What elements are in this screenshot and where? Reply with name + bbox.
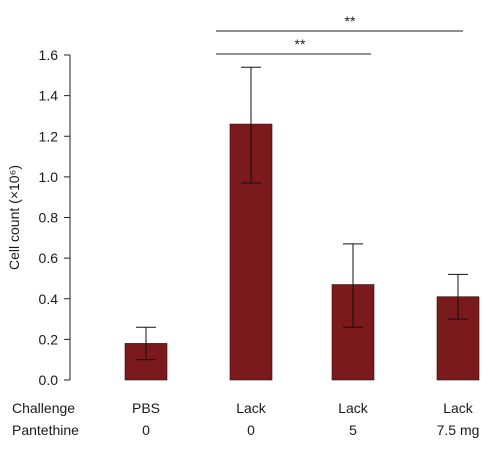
significance-brackets: ** ** (216, 13, 463, 55)
y-tick-label: 0.6 (39, 250, 59, 266)
pantethine-label: 0 (142, 422, 150, 438)
y-tick-label: 0.0 (39, 372, 59, 388)
axes: 0.0 0.2 0.4 0.6 0.8 1.0 1.2 1.4 1.6 Cell count (×… (6, 47, 71, 388)
row-label: Challenge (12, 400, 75, 416)
pantethine-label: 0 (247, 422, 255, 438)
y-tick-label: 0.4 (39, 291, 59, 307)
challenge-label: Lack (236, 400, 267, 416)
row-label: Pantethine (12, 422, 79, 438)
bars (124, 123, 480, 381)
significance-label: ** (345, 13, 356, 29)
pantethine-label: 7.5 mg (437, 422, 480, 438)
category-labels: Challenge Pantethine PBS 0 Lack 0 Lack 5 Lack 7.5… (12, 400, 479, 438)
y-tick-label: 1.6 (39, 47, 59, 63)
y-axis-label: Cell count (×10⁶) (6, 165, 22, 270)
y-tick-label: 1.2 (39, 128, 59, 144)
y-tick-label: 0.8 (39, 210, 59, 226)
pantethine-label: 5 (349, 422, 357, 438)
challenge-label: Lack (338, 400, 369, 416)
bar (331, 284, 375, 381)
significance-label: ** (295, 36, 306, 52)
y-tick-label: 1.0 (39, 169, 59, 185)
y-tick-label: 1.4 (39, 88, 59, 104)
y-tick-label: 0.2 (39, 331, 59, 347)
challenge-label: PBS (132, 400, 160, 416)
challenge-label: Lack (443, 400, 474, 416)
error-bars (136, 66, 468, 361)
